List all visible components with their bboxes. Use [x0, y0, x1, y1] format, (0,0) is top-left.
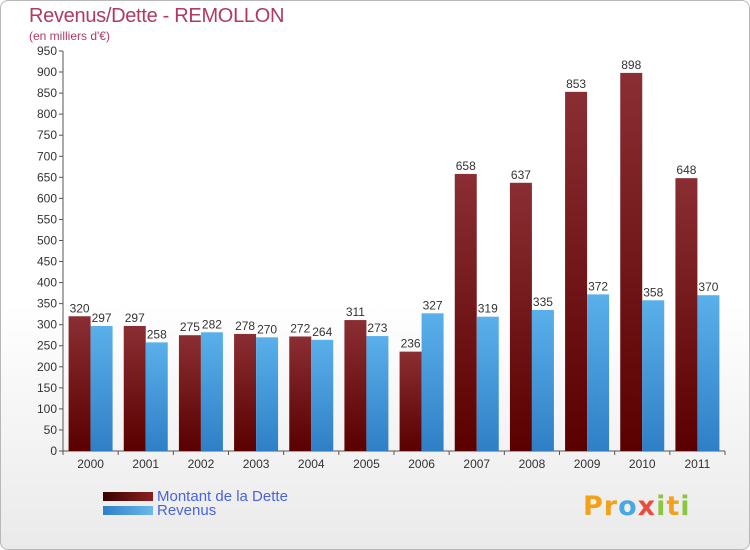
- bar-dette: [620, 72, 643, 451]
- y-tick-label: 100: [37, 402, 57, 416]
- x-tick-label: 2002: [188, 457, 215, 471]
- legend-label-revenus: Revenus: [157, 501, 217, 519]
- bar-dette: [289, 336, 312, 451]
- data-label-dette: 898: [621, 58, 641, 72]
- data-label-dette: 297: [125, 311, 145, 325]
- data-label-dette: 658: [456, 159, 476, 173]
- bar-revenus: [421, 313, 444, 451]
- y-tick-label: 150: [37, 381, 57, 395]
- bar-revenus: [531, 309, 554, 451]
- y-tick-label: 900: [37, 65, 57, 79]
- legend-label-dette: Montant de la Dette: [157, 487, 288, 505]
- data-label-revenus: 264: [312, 325, 332, 339]
- bar-dette: [565, 91, 588, 451]
- chart-axes: 0 50 100 150 200 250 300 350 400 450 500 550 600 650 7…: [37, 44, 726, 458]
- data-label-dette: 311: [346, 305, 365, 319]
- legend-swatch-dette: [103, 491, 153, 501]
- y-tick-label: 700: [37, 149, 57, 163]
- bar-dette: [234, 333, 257, 451]
- data-label-revenus: 319: [478, 302, 498, 316]
- bar-revenus: [366, 336, 389, 451]
- x-tick-label: 2001: [132, 457, 159, 471]
- x-tick-label: 2003: [243, 457, 270, 471]
- legend-item-revenus: Revenus: [103, 501, 217, 519]
- data-label-revenus: 297: [92, 311, 112, 325]
- x-tick-label: 2000: [77, 457, 104, 471]
- y-tick-label: 750: [37, 128, 57, 142]
- bar-revenus: [587, 294, 610, 451]
- bar-dette: [399, 351, 422, 451]
- bar-revenus: [200, 332, 223, 451]
- x-tick-label: 2007: [463, 457, 490, 471]
- data-label-dette: 853: [566, 77, 586, 91]
- y-tick-label: 800: [37, 107, 57, 121]
- x-tick-label: 2010: [629, 457, 656, 471]
- bar-revenus: [90, 325, 113, 451]
- data-label-revenus: 358: [643, 285, 663, 299]
- legend-item-dette: Montant de la Dette: [103, 487, 288, 505]
- data-label-revenus: 282: [202, 317, 222, 331]
- y-tick-label: 450: [37, 255, 57, 269]
- data-label-dette: 637: [511, 168, 531, 182]
- y-tick-label: 50: [44, 423, 58, 437]
- y-tick-label: 550: [37, 212, 57, 226]
- data-label-revenus: 335: [533, 295, 553, 309]
- chart-title: Revenus/Dette - REMOLLON: [29, 5, 285, 27]
- bar-revenus: [697, 295, 720, 451]
- y-tick-label: 500: [37, 233, 57, 247]
- x-tick-label: 2006: [408, 457, 435, 471]
- bar-revenus: [145, 342, 168, 451]
- data-label-revenus: 258: [147, 327, 167, 341]
- bar-dette: [68, 316, 91, 451]
- y-tick-label: 300: [37, 318, 57, 332]
- chart-subtitle: (en milliers d'€): [29, 29, 110, 43]
- bar-revenus: [642, 300, 665, 451]
- y-tick-label: 850: [37, 86, 57, 100]
- bar-dette: [344, 320, 367, 451]
- data-label-revenus: 370: [698, 280, 718, 294]
- data-label-dette: 320: [70, 301, 90, 315]
- data-label-dette: 236: [401, 337, 421, 351]
- y-tick-label: 250: [37, 339, 57, 353]
- bar-dette: [675, 178, 698, 451]
- bar-dette: [509, 182, 532, 451]
- y-tick-label: 350: [37, 297, 57, 311]
- bar-dette: [454, 173, 477, 451]
- data-label-revenus: 372: [588, 279, 608, 293]
- bar-revenus: [311, 339, 334, 451]
- y-tick-label: 650: [37, 170, 57, 184]
- data-label-dette: 278: [235, 319, 255, 333]
- y-tick-label: 200: [37, 360, 57, 374]
- legend-swatch-revenus: [103, 505, 153, 515]
- x-tick-label: 2004: [298, 457, 325, 471]
- data-label-revenus: 270: [257, 322, 277, 336]
- x-tick-label: 2009: [574, 457, 601, 471]
- bar-revenus: [256, 337, 279, 451]
- bar-dette: [178, 335, 201, 451]
- proxiti-logo: Proxiti: [583, 491, 691, 522]
- data-label-dette: 272: [290, 321, 310, 335]
- data-label-dette: 648: [676, 163, 696, 177]
- data-label-revenus: 327: [423, 298, 443, 312]
- chart-bars: [68, 72, 720, 451]
- y-tick-label: 0: [50, 444, 57, 458]
- bar-dette: [123, 325, 146, 451]
- x-tick-label: 2008: [519, 457, 546, 471]
- y-tick-label: 600: [37, 191, 57, 205]
- x-tick-label: 2011: [685, 457, 711, 471]
- x-tick-label: 2005: [353, 457, 380, 471]
- y-tick-label: 400: [37, 276, 57, 290]
- data-label-dette: 275: [180, 320, 200, 334]
- bar-revenus: [476, 316, 499, 451]
- data-label-revenus: 273: [367, 321, 387, 335]
- y-tick-label: 950: [37, 44, 57, 58]
